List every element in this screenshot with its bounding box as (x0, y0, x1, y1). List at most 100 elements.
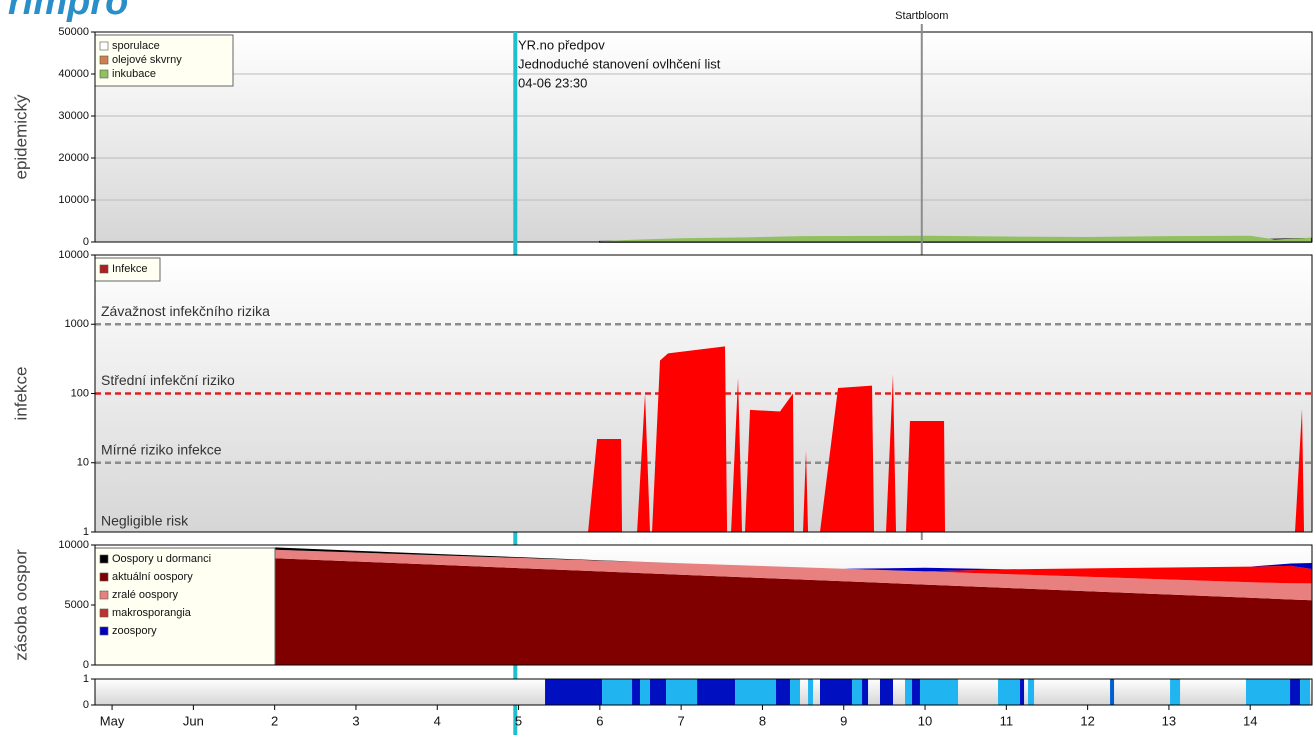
legend-label: olejové skvrny (112, 54, 182, 66)
legend-label: zralé oospory (112, 589, 179, 601)
y-axis-label: epidemický (11, 94, 30, 180)
stacked-area (274, 549, 1312, 584)
legend-label: aktuální oospory (112, 571, 193, 583)
y-tick-label: 1 (83, 673, 89, 685)
y-axis-label: zásoba oospor (11, 549, 30, 661)
legend-swatch (99, 626, 109, 636)
wetness-interval (1245, 679, 1291, 705)
legend-swatch (99, 590, 109, 600)
y-tick-label: 50000 (58, 26, 89, 38)
legend-swatch (99, 69, 109, 79)
x-tick-label: 12 (1080, 713, 1094, 728)
legend-label: Infekce (112, 263, 147, 275)
wetness-interval (879, 679, 894, 705)
x-tick-label: 5 (515, 713, 522, 728)
x-tick-label: 4 (434, 713, 441, 728)
x-tick-label: 3 (352, 713, 359, 728)
y-tick-label: 5000 (65, 599, 89, 611)
wetness-interval (1290, 679, 1301, 705)
wetness-interval (1110, 679, 1115, 705)
legend-swatch (99, 41, 109, 51)
wetness-interval (1019, 679, 1025, 705)
x-tick-label: 2 (271, 713, 278, 728)
y-label-group: zásoba oospor (11, 549, 30, 661)
wetness-interval (912, 679, 920, 705)
legend-swatch (99, 55, 109, 65)
legend-swatch (99, 608, 109, 618)
legend-swatch (99, 554, 109, 564)
wetness-interval (1300, 679, 1311, 705)
wetness-interval (666, 679, 698, 705)
legend-label: sporulace (112, 40, 160, 52)
wetness-interval (919, 679, 959, 705)
wetness-interval (632, 679, 641, 705)
legend-swatch (99, 264, 109, 274)
y-tick-label: 20000 (58, 152, 89, 164)
annotation: YR.no předpov (518, 37, 605, 52)
wetness-interval (998, 679, 1020, 705)
y-tick-label: 0 (83, 236, 89, 248)
y-tick-label: 30000 (58, 110, 89, 122)
y-tick-label: 0 (83, 699, 89, 711)
y-tick-label: 10000 (58, 539, 89, 551)
baseline-label: Negligible risk (101, 513, 189, 529)
wetness-interval (819, 679, 853, 705)
y-tick-label: 1 (83, 526, 89, 538)
logo: rimpro (8, 0, 128, 23)
annotation: 04-06 23:30 (518, 75, 587, 90)
legend-swatch (99, 572, 109, 582)
wetness-interval (602, 679, 633, 705)
threshold-label: Mírné riziko infekce (101, 441, 222, 457)
y-tick-label: 0 (83, 659, 89, 671)
wetness-interval (862, 679, 869, 705)
threshold-label: Závažnost infekčního rizika (101, 303, 270, 319)
panel-frame (94, 254, 1313, 533)
legend-box (94, 547, 276, 666)
wetness-interval (808, 679, 814, 705)
panel-frame (94, 678, 1313, 706)
x-tick-label: Jun (183, 713, 204, 728)
wetness-interval (789, 679, 800, 705)
wetness-interval (545, 679, 603, 705)
stacked-area (274, 558, 1312, 665)
wetness-interval (776, 679, 790, 705)
x-tick-label: 6 (596, 713, 603, 728)
wetness-interval (650, 679, 667, 705)
x-tick-label: 13 (1162, 713, 1176, 728)
wetness-interval (1028, 679, 1035, 705)
legend-label: Oospory u dormanci (112, 553, 211, 565)
wetness-interval (905, 679, 913, 705)
area (588, 346, 1305, 532)
legend-label: inkubace (112, 68, 156, 80)
y-tick-label: 10000 (58, 194, 89, 206)
marker-label: Startbloom (895, 10, 948, 22)
x-tick-label: 11 (1000, 713, 1014, 728)
wetness-interval (852, 679, 863, 705)
legend-label: makrosporangia (112, 607, 192, 619)
y-tick-label: 100 (71, 387, 89, 399)
area (599, 235, 1312, 242)
x-tick-label: 14 (1243, 713, 1257, 728)
panel-frame (94, 544, 1313, 666)
y-tick-label: 40000 (58, 68, 89, 80)
y-tick-label: 1000 (65, 318, 89, 330)
threshold-label: Střední infekční riziko (101, 372, 235, 388)
x-tick-label: May (100, 713, 125, 728)
x-tick-label: 9 (840, 713, 847, 728)
x-tick-label: 10 (918, 713, 932, 728)
x-tick-label: 8 (759, 713, 766, 728)
panel-background (95, 32, 1312, 242)
wetness-interval (640, 679, 651, 705)
x-tick-label: 7 (678, 713, 685, 728)
wetness-interval (697, 679, 736, 705)
wetness-interval (1170, 679, 1181, 705)
y-axis-label: infekce (11, 367, 30, 421)
wetness-interval (735, 679, 777, 705)
y-tick-label: 10 (77, 457, 89, 469)
panel-frame (94, 31, 1313, 243)
stacked-area (274, 549, 1312, 601)
annotation: Jednoduché stanovení ovlhčení list (518, 56, 721, 71)
legend-label: zoospory (112, 625, 157, 637)
y-tick-label: 10000 (58, 249, 89, 261)
